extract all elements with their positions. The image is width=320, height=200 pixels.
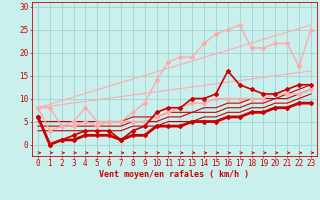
X-axis label: Vent moyen/en rafales ( km/h ): Vent moyen/en rafales ( km/h ) (100, 170, 249, 179)
